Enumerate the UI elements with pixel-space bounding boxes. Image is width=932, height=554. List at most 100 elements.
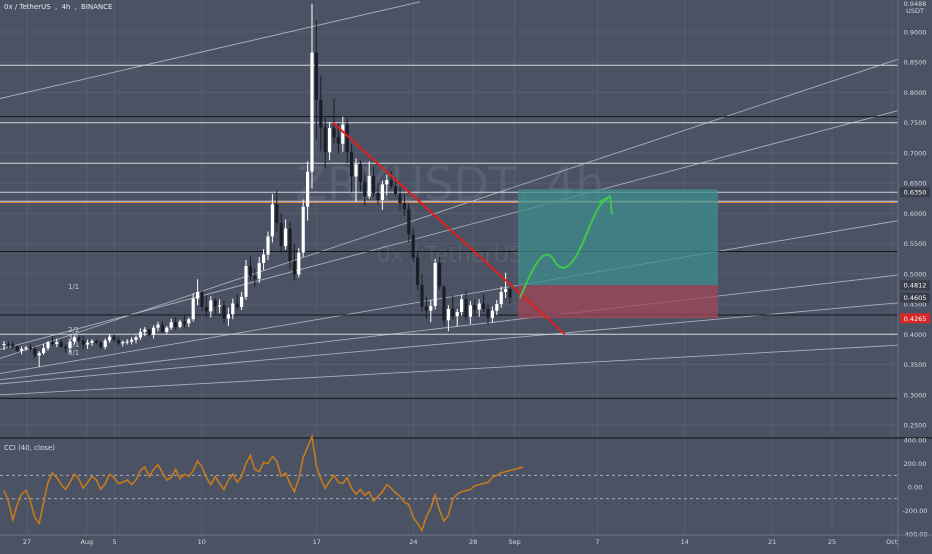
candle-body (319, 99, 323, 128)
candle-body (11, 344, 15, 347)
price-axis-panel (898, 0, 932, 534)
candle-body (504, 288, 508, 292)
candle-body (336, 137, 340, 144)
price-tick-label: 0.8500 (904, 59, 927, 67)
candle-body (187, 319, 191, 324)
time-tick-label: 10 (198, 538, 206, 546)
candle-body (112, 336, 116, 340)
candle-body (345, 124, 349, 153)
candle-body (292, 261, 296, 275)
candle-body (46, 342, 50, 349)
watermark-description: 0x / TetherUS (377, 243, 524, 268)
price-tick-label: 0.9000 (904, 29, 927, 37)
candle-body (438, 262, 442, 287)
projection-arrow-head (597, 194, 613, 215)
candle-body (420, 284, 424, 307)
candle-body (33, 348, 37, 356)
candle-body (275, 204, 279, 224)
candle-body (464, 299, 468, 317)
candle-body (231, 303, 235, 315)
candle-body (174, 322, 178, 328)
price-tick-label: 0.7500 (904, 119, 927, 127)
stop-zone[interactable] (518, 285, 718, 319)
fan-line[interactable] (0, 274, 899, 381)
candle-body (90, 340, 94, 343)
price-badge-label: 0.6350 (904, 189, 927, 197)
candle-body (328, 128, 332, 153)
candle-body (442, 286, 446, 321)
time-tick-label: 17 (313, 538, 321, 546)
fan-line[interactable] (0, 220, 899, 375)
interval-label[interactable]: 4h (61, 3, 71, 11)
time-tick-label: 27 (23, 538, 31, 546)
price-tick-label: 0.5500 (904, 240, 927, 248)
price-badge (900, 292, 930, 303)
candle-body (301, 206, 305, 253)
candle-body (226, 314, 230, 319)
fan-line[interactable] (0, 58, 899, 359)
time-tick-label: 7 (595, 538, 599, 546)
cci-title: CCI (40, close) (4, 444, 55, 452)
cci-tick-label: -200.00 (902, 507, 927, 515)
candle-body (297, 252, 301, 275)
candle-body (59, 342, 63, 348)
time-tick-label: 21 (768, 538, 776, 546)
candle-body (402, 203, 406, 210)
candle-body (310, 52, 314, 172)
candle-body (376, 192, 380, 201)
candle-body (455, 311, 459, 317)
candle-body (24, 347, 28, 349)
price-tick-label: 0.6500 (904, 180, 927, 188)
candle-body (306, 171, 310, 207)
candle-body (433, 262, 437, 306)
price-tick-label: 0.8000 (904, 89, 927, 97)
candle-body (125, 341, 129, 343)
price-badge-label: 0.4812 (904, 282, 927, 290)
candle-body (372, 175, 376, 193)
price-tick-label: 0.6000 (904, 210, 927, 218)
candle-body (81, 340, 85, 345)
candle-body (262, 254, 266, 263)
candle-body (94, 340, 98, 343)
candle-body (160, 324, 164, 332)
candle-body (284, 228, 288, 247)
candle-body (508, 288, 512, 298)
candle-body (248, 265, 252, 277)
cci-tick-label: 400.00 (904, 437, 927, 445)
candle-body (116, 339, 120, 344)
price-tick-label: 0.5000 (904, 270, 927, 278)
candle-body (108, 336, 112, 341)
fan-line[interactable] (0, 1, 421, 99)
candle-body (209, 300, 213, 312)
candle-body (191, 298, 195, 320)
price-tick-label: 0.3000 (904, 391, 927, 399)
fan-label: 8/1 (68, 349, 79, 357)
fan-line[interactable] (0, 110, 899, 350)
time-tick-label: 5 (112, 538, 116, 546)
target-zone[interactable] (518, 189, 718, 286)
candle-body (6, 343, 10, 345)
candle-body (407, 209, 411, 235)
time-tick-label: Sep (508, 538, 520, 546)
projection-arrow[interactable] (519, 197, 609, 299)
candle-body (257, 262, 261, 279)
fan-line[interactable] (0, 344, 899, 396)
resistance-trendline[interactable] (332, 121, 566, 336)
exchange-label: BINANCE (81, 3, 113, 11)
candle-body (68, 341, 72, 349)
candle-body (152, 327, 156, 335)
candle-body (130, 339, 134, 342)
symbol-name[interactable]: 0x / TetherUS (4, 3, 51, 11)
candle-body (398, 194, 402, 204)
candle-body (482, 303, 486, 309)
candle-body (477, 303, 481, 310)
candle-body (72, 337, 76, 342)
candle-body (2, 343, 6, 345)
fan-line[interactable] (0, 302, 899, 385)
price-tick-label: 0.3500 (904, 361, 927, 369)
candle-body (103, 340, 107, 348)
price-badge (900, 187, 930, 198)
chart-header: 0x / TetherUS , 4h , BINANCE (4, 3, 113, 11)
